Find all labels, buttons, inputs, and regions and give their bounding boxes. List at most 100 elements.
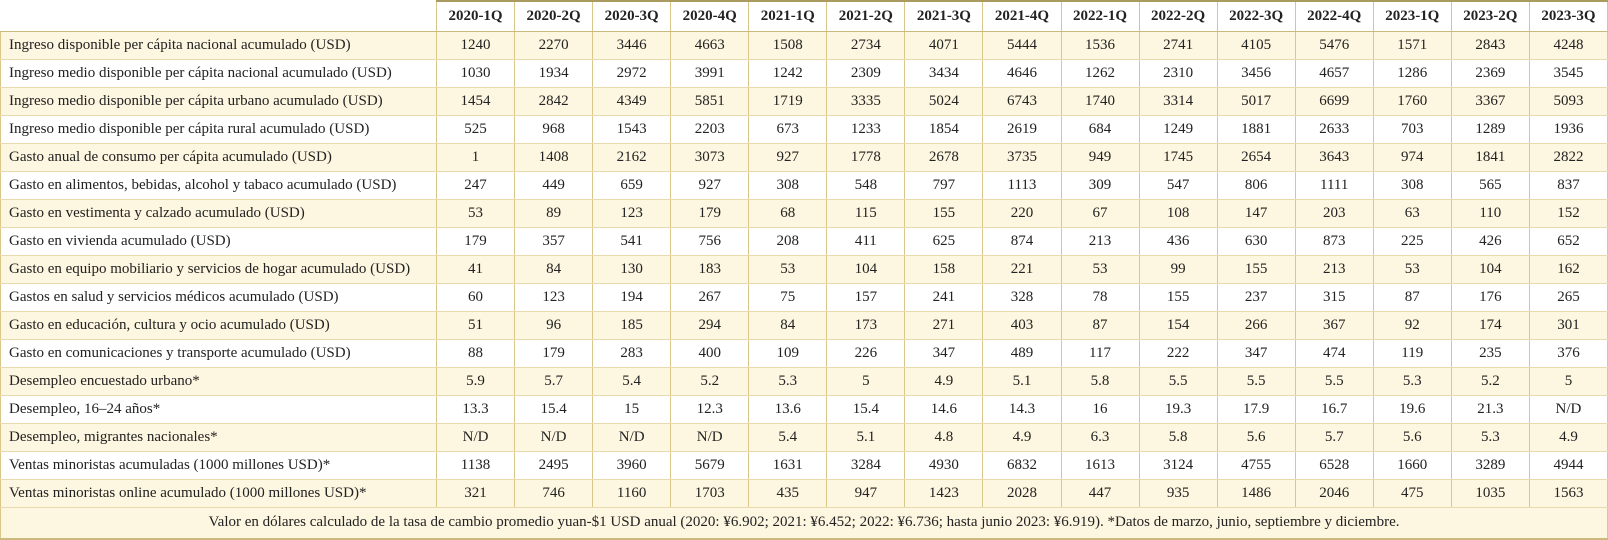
table-cell: 213 (1060, 227, 1140, 256)
table-cell: 3456 (1216, 59, 1296, 88)
table-cell: 5.1 (826, 423, 906, 452)
table-row: Desempleo, migrantes nacionales* N/D N/D N/… (0, 423, 1608, 452)
table-cell: 927 (670, 171, 750, 200)
table-cell: 123 (592, 199, 672, 228)
table-cell: 53 (1060, 255, 1140, 284)
table-cell: 5.5 (1294, 367, 1374, 396)
table-cell: 435 (748, 479, 828, 508)
table-cell: 2741 (1138, 31, 1218, 60)
table-cell: 15.4 (514, 395, 594, 424)
table-cell: 357 (514, 227, 594, 256)
table-row: Gasto en equipo mobiliario y servicios d… (0, 255, 1608, 284)
column-header: 2022-2Q (1138, 0, 1218, 32)
table-header: 2020-1Q 2020-2Q 2020-3Q 2020-4Q 2021-1Q 2021-… (0, 0, 1608, 32)
table-cell: 147 (1216, 199, 1296, 228)
column-header: 2021-3Q (904, 0, 984, 32)
table-cell: 1760 (1372, 87, 1452, 116)
row-label: Ingreso disponible per cápita nacional a… (0, 31, 437, 60)
table-row: Ingreso disponible per cápita nacional a… (0, 31, 1608, 60)
table-cell: 221 (982, 255, 1062, 284)
table-cell: 652 (1528, 227, 1608, 256)
table-cell: 15 (592, 395, 672, 424)
table-row: Ingreso medio disponible per cápita urba… (0, 87, 1608, 116)
table-row: Gasto en vivienda acumulado (USD) 179 357 5… (0, 227, 1608, 256)
table-cell: 1138 (435, 451, 516, 480)
table-cell: 5.3 (1450, 423, 1530, 452)
table-cell: 5.9 (435, 367, 516, 396)
table-cell: 12.3 (670, 395, 750, 424)
table-cell: 2822 (1528, 143, 1608, 172)
table-cell: 5.2 (1450, 367, 1530, 396)
table-cell: N/D (435, 423, 516, 452)
table-cell: 625 (904, 227, 984, 256)
table-cell: 60 (435, 283, 516, 312)
table-cell: 3314 (1138, 87, 1218, 116)
table-cell: 2310 (1138, 59, 1218, 88)
table-cell: 1111 (1294, 171, 1374, 200)
table-cell: 308 (1372, 171, 1452, 200)
column-header: 2020-1Q (435, 0, 516, 32)
table-cell: 4944 (1528, 451, 1608, 480)
table-cell: 2369 (1450, 59, 1530, 88)
table-cell: 489 (982, 339, 1062, 368)
table-cell: 104 (826, 255, 906, 284)
table-cell: 1262 (1060, 59, 1140, 88)
table-cell: 947 (826, 479, 906, 508)
table-cell: 1740 (1060, 87, 1140, 116)
table-cell: 5 (1528, 367, 1608, 396)
table-cell: 19.6 (1372, 395, 1452, 424)
table-cell: 115 (826, 199, 906, 228)
table-cell: 19.3 (1138, 395, 1218, 424)
table-cell: 5093 (1528, 87, 1608, 116)
table-cell: 4071 (904, 31, 984, 60)
table-cell: 1486 (1216, 479, 1296, 508)
table-cell: 5.1 (982, 367, 1062, 396)
table-cell: 109 (748, 339, 828, 368)
row-label: Gastos en salud y servicios médicos acum… (0, 283, 437, 312)
table-cell: 949 (1060, 143, 1140, 172)
table-cell: 266 (1216, 311, 1296, 340)
table-cell: 173 (826, 311, 906, 340)
table-cell: 5.2 (670, 367, 750, 396)
table-cell: 16 (1060, 395, 1140, 424)
table-cell: 53 (748, 255, 828, 284)
table-cell: 1030 (435, 59, 516, 88)
table-cell: 347 (1216, 339, 1296, 368)
table-cell: 2162 (592, 143, 672, 172)
table-cell: 4755 (1216, 451, 1296, 480)
row-label: Ventas minoristas acumuladas (1000 millo… (0, 451, 437, 480)
table-cell: 53 (1372, 255, 1452, 284)
table-row: Ventas minoristas acumuladas (1000 millo… (0, 451, 1608, 480)
table-cell: 154 (1138, 311, 1218, 340)
table-cell: 659 (592, 171, 672, 200)
table-cell: 53 (435, 199, 516, 228)
table-cell: 2972 (592, 59, 672, 88)
table-cell: 3446 (592, 31, 672, 60)
row-label: Desempleo, migrantes nacionales* (0, 423, 437, 452)
table-row: Desempleo encuestado urbano* 5.9 5.7 5.4 5.2… (0, 367, 1608, 396)
table-cell: 873 (1294, 227, 1374, 256)
table-cell: 3735 (982, 143, 1062, 172)
table-cell: 1242 (748, 59, 828, 88)
table-cell: 88 (435, 339, 516, 368)
table-cell: 475 (1372, 479, 1452, 508)
table-cell: 78 (1060, 283, 1140, 312)
table-cell: 157 (826, 283, 906, 312)
table-cell: 4105 (1216, 31, 1296, 60)
table-cell: 104 (1450, 255, 1530, 284)
row-label: Gasto en alimentos, bebidas, alcohol y t… (0, 171, 437, 200)
table-cell: 155 (1138, 283, 1218, 312)
table-cell: 1778 (826, 143, 906, 172)
table-cell: 301 (1528, 311, 1608, 340)
table-cell: 130 (592, 255, 672, 284)
table-cell: 119 (1372, 339, 1452, 368)
table-cell: 1536 (1060, 31, 1140, 60)
table-cell: 837 (1528, 171, 1608, 200)
table-row: Gasto en educación, cultura y ocio acumu… (0, 311, 1608, 340)
table-cell: 2495 (514, 451, 594, 480)
table-cell: 1631 (748, 451, 828, 480)
table-cell: 155 (1216, 255, 1296, 284)
table-cell: 447 (1060, 479, 1140, 508)
table-row: Ingreso medio disponible per cápita naci… (0, 59, 1608, 88)
corner-cell (0, 1, 437, 32)
